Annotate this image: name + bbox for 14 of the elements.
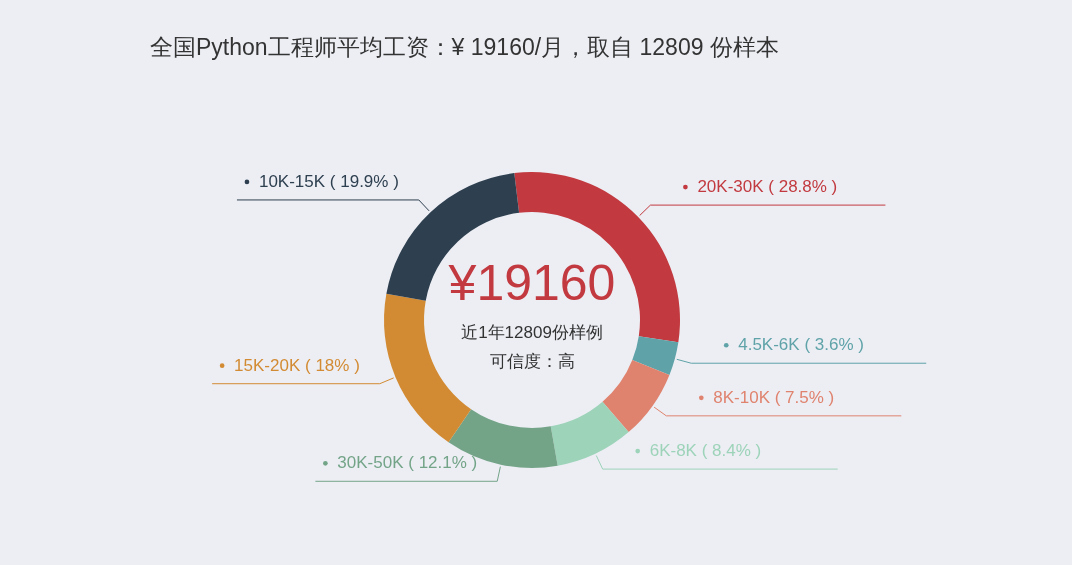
slice-label: 15K-20K ( 18% )	[234, 355, 360, 375]
slice-label: 6K-8K ( 8.4% )	[649, 441, 762, 461]
slice-label: 4.5K-6K ( 3.6% )	[738, 335, 864, 355]
donut-slice	[550, 401, 629, 466]
slice-label: 8K-10K ( 7.5% )	[713, 387, 835, 407]
donut-slice	[632, 336, 679, 375]
text: 近1年12809份样例	[461, 323, 603, 342]
slice-label: 20K-30K ( 28.8% )	[697, 177, 838, 197]
text: ¥19160	[447, 255, 616, 311]
slice-label: 10K-15K ( 19.9% )	[258, 171, 399, 191]
text: 可信度：高	[489, 352, 575, 371]
chart-title: 全国Python工程师平均工资：¥ 19160/月，取自 12809 份样本	[150, 34, 779, 60]
donut-slice	[602, 360, 670, 433]
legend-label: 30K-50K ( 12.1% )	[337, 453, 478, 473]
